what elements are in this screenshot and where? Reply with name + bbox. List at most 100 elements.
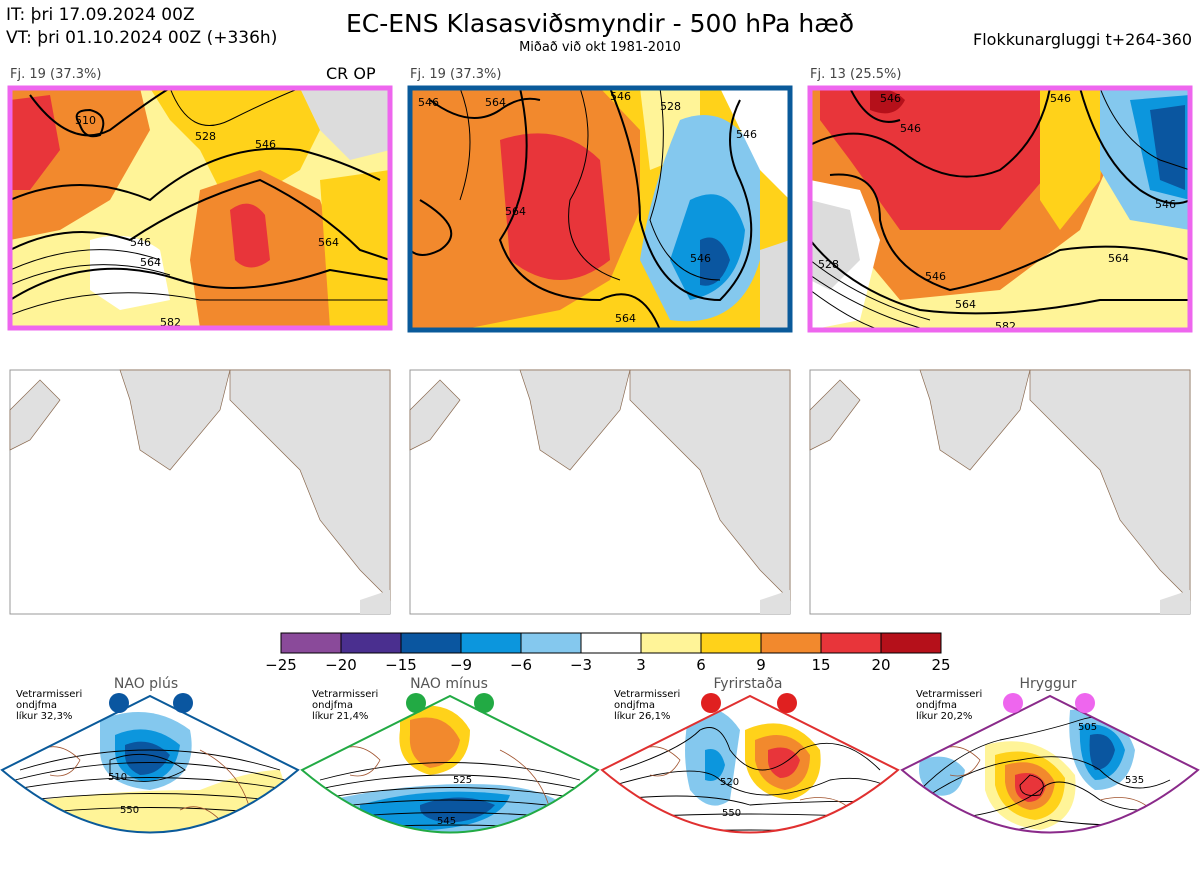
contour-label: 510 [75, 114, 96, 127]
regime-2-border [300, 694, 600, 834]
regime-1-dot-right [173, 693, 193, 713]
panel-2-label: Fj. 19 (37.3%) [410, 67, 502, 82]
svg-text:546: 546 [880, 92, 901, 105]
svg-text:550: 550 [120, 805, 139, 816]
svg-text:528: 528 [660, 100, 681, 113]
svg-text:510: 510 [108, 772, 127, 783]
svg-text:564: 564 [615, 312, 636, 325]
page-subtitle: Miðað við okt 1981-2010 [519, 40, 681, 55]
panel-3-border [807, 85, 1193, 333]
svg-text:528: 528 [818, 258, 839, 271]
regime-3-map: 520 550 560 [602, 696, 898, 843]
svg-text:546: 546 [418, 96, 439, 109]
empty-map-1 [9, 369, 391, 615]
svg-text:546: 546 [736, 128, 757, 141]
it-line: IT: þri 17.09.2024 00Z [6, 5, 195, 25]
svg-text:564: 564 [505, 205, 526, 218]
legend-tick-label: 20 [871, 656, 891, 674]
legend-tick-label: −9 [449, 656, 473, 674]
regime-2-dot-right [474, 693, 494, 713]
regime-4-border [900, 694, 1200, 834]
vt-line: VT: þri 01.10.2024 00Z (+336h) [6, 28, 278, 48]
regime-4-map: 505 535 560 [902, 696, 1198, 833]
cluster-maps: 510 528 546 546 564 564 582 546 [7, 85, 1193, 615]
legend-tick-label: 6 [696, 656, 706, 674]
legend-tick-label: −3 [569, 656, 593, 674]
legend-tick-label: −20 [325, 656, 357, 674]
legend-tick-label: −25 [265, 656, 297, 674]
panel-3-label: Fj. 13 (25.5%) [810, 67, 902, 82]
regime-4-name: Hryggur [1019, 676, 1077, 692]
svg-text:546: 546 [925, 270, 946, 283]
svg-text:546: 546 [690, 252, 711, 265]
panel-1-map: 510 528 546 546 564 564 582 [10, 88, 390, 329]
regime-2-map: 525 545 565 [302, 696, 598, 861]
regime-1-map: 510 550 [2, 696, 298, 833]
svg-text:525: 525 [453, 775, 472, 786]
svg-text:546: 546 [900, 122, 921, 135]
header-info: IT: þri 17.09.2024 00Z VT: þri 01.10.202… [6, 4, 277, 50]
empty-map-2 [409, 369, 791, 615]
legend-swatch [460, 632, 522, 654]
svg-text:546: 546 [255, 138, 276, 151]
legend-tick-label: 9 [756, 656, 766, 674]
legend-swatch [700, 632, 762, 654]
page-title: EC-ENS Klasasviðsmyndir - 500 hPa hæð [345, 9, 855, 38]
regime-3-border [600, 694, 900, 834]
svg-text:582: 582 [160, 316, 181, 329]
legend-swatch [520, 632, 582, 654]
legend-tick-label: 3 [636, 656, 646, 674]
regime-1-name: NAO plús [113, 676, 179, 692]
color-legend [280, 632, 942, 654]
svg-text:565: 565 [447, 850, 466, 861]
regime-3-dot-right [777, 693, 797, 713]
legend-swatch [280, 632, 342, 654]
legend-swatch [880, 632, 942, 654]
svg-text:564: 564 [318, 236, 339, 249]
svg-text:560: 560 [738, 832, 757, 843]
regime-2-dot-left [406, 693, 426, 713]
svg-text:550: 550 [722, 808, 741, 819]
regime-4-dot-left [1003, 693, 1023, 713]
svg-text:564: 564 [955, 298, 976, 311]
regime-4-dot-right [1075, 693, 1095, 713]
panel-1-border [7, 85, 393, 331]
svg-text:564: 564 [485, 96, 506, 109]
svg-text:546: 546 [130, 236, 151, 249]
legend-tick-label: −6 [509, 656, 533, 674]
svg-text:528: 528 [195, 130, 216, 143]
svg-text:546: 546 [1155, 198, 1176, 211]
panel-2-map: 546 564 528 546 564 546 564 546 [410, 88, 790, 330]
regime-2-info: Vetrarmisseri ondjfma líkur 21,4% [312, 689, 379, 722]
panel-3-map: 546 546 546 564 528 546 564 546 582 [810, 88, 1190, 333]
legend-swatch [640, 632, 702, 654]
svg-text:546: 546 [1050, 92, 1071, 105]
regime-3-dot-left [701, 693, 721, 713]
legend-swatch [400, 632, 462, 654]
svg-text:564: 564 [140, 256, 161, 269]
legend-swatch [760, 632, 822, 654]
svg-text:535: 535 [1125, 775, 1144, 786]
legend-tick-label: −15 [385, 656, 417, 674]
regime-1-dot-left [109, 693, 129, 713]
regime-maps: 510 550 525 545 565 [0, 693, 1200, 861]
legend-tick-label: 25 [931, 656, 951, 674]
window-label: Flokkunargluggi t+264-360 [973, 30, 1192, 49]
panel-2-border [407, 85, 793, 333]
regime-4-info: Vetrarmisseri ondjfma líkur 20,2% [916, 689, 983, 722]
legend-swatch [820, 632, 882, 654]
regime-2-name: NAO mínus [410, 676, 488, 692]
regime-3-info: Vetrarmisseri ondjfma líkur 26,1% [614, 689, 681, 722]
svg-text:505: 505 [1078, 722, 1097, 733]
legend-tick-label: 15 [811, 656, 831, 674]
svg-text:582: 582 [995, 320, 1016, 333]
legend-swatch [340, 632, 402, 654]
regime-1-border [0, 694, 300, 834]
empty-map-3 [809, 369, 1191, 615]
svg-text:545: 545 [437, 816, 456, 827]
regime-1-info: Vetrarmisseri ondjfma líkur 32,3% [16, 689, 83, 722]
svg-text:520: 520 [720, 777, 739, 788]
legend-swatch [580, 632, 642, 654]
svg-text:564: 564 [1108, 252, 1129, 265]
panel-1-op: CR OP [326, 64, 376, 83]
